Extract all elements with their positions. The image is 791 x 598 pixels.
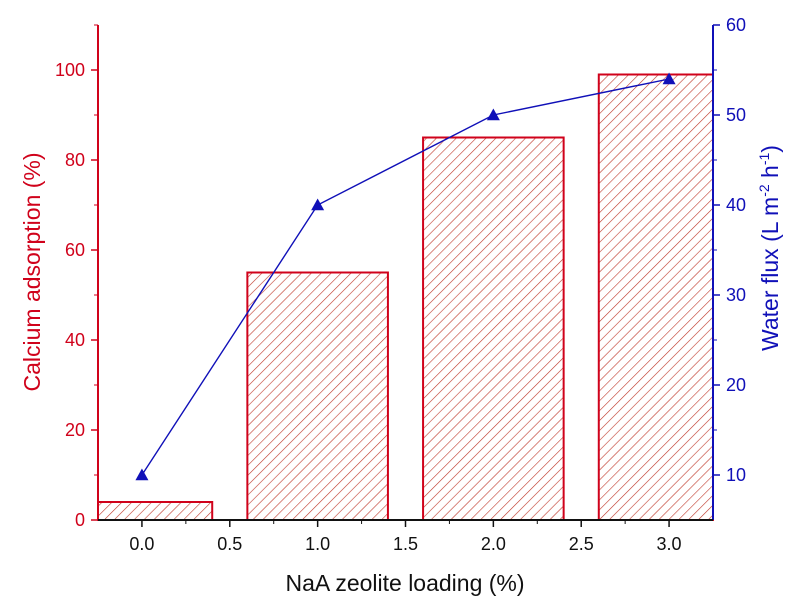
left-tick-label-2: 40	[65, 330, 85, 350]
x-tick-label-4: 2.0	[481, 534, 506, 554]
bars-layer	[97, 73, 714, 521]
left-tick-label-5: 100	[55, 60, 85, 80]
right-axis-title: Water flux (L m-2 h-1)	[756, 145, 783, 351]
x-tick-label-5: 2.5	[569, 534, 594, 554]
water-flux-point-0	[135, 468, 149, 481]
right-axis-title-sup2: -1	[756, 152, 772, 165]
x-tick-label-3: 1.5	[393, 534, 418, 554]
x-tick-label-1: 0.5	[217, 534, 242, 554]
right-axis-title-middle: h	[757, 165, 783, 184]
bar-2	[422, 136, 565, 521]
line-layer	[135, 72, 676, 481]
x-axis-title: NaA zeolite loading (%)	[285, 570, 524, 596]
right-tick-label-5: 60	[726, 15, 746, 35]
right-axis-title-suffix: )	[757, 145, 783, 153]
right-tick-label-1: 20	[726, 375, 746, 395]
water-flux-point-2	[486, 108, 500, 121]
bar-3	[597, 73, 714, 521]
water-flux-line	[141, 78, 670, 476]
left-tick-label-1: 20	[65, 420, 85, 440]
bar-1	[246, 271, 389, 521]
bar-0	[97, 501, 214, 521]
left-tick-label-4: 80	[65, 150, 85, 170]
left-axis-title: Calcium adsorption (%)	[19, 152, 45, 391]
x-tick-label-2: 1.0	[305, 534, 330, 554]
right-axis-title-sup1: -2	[756, 184, 772, 197]
right-tick-label-3: 40	[726, 195, 746, 215]
right-tick-label-4: 50	[726, 105, 746, 125]
left-tick-label-3: 60	[65, 240, 85, 260]
x-tick-label-6: 3.0	[657, 534, 682, 554]
x-tick-label-0: 0.0	[129, 534, 154, 554]
water-flux-point-3	[662, 72, 676, 85]
right-axis-title-prefix: Water flux (L m	[757, 197, 783, 351]
left-tick-label-0: 0	[75, 510, 85, 530]
right-tick-label-0: 10	[726, 465, 746, 485]
ticks-layer: 0.0 0.5 1.0 1.5 2.0 2.5 3.0 0 20 40 60 80 100 10 20 30 4…	[55, 15, 746, 554]
water-flux-point-1	[311, 198, 325, 211]
right-tick-label-2: 30	[726, 285, 746, 305]
